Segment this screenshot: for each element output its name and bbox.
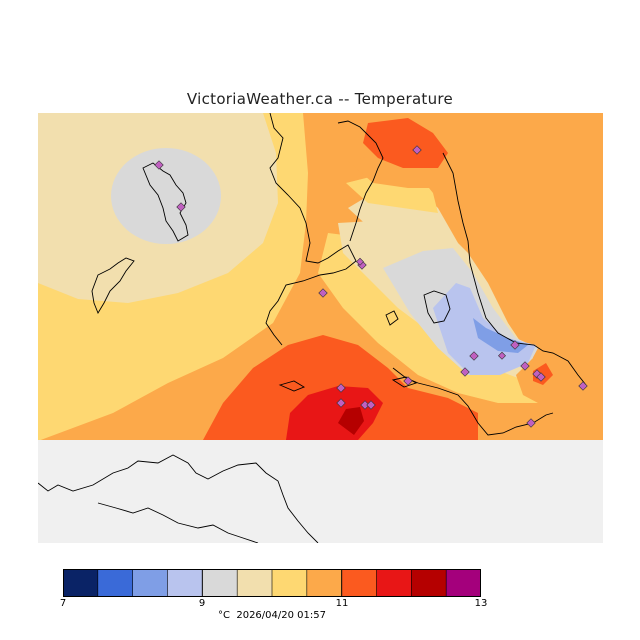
- legend-tick-9: 9: [198, 598, 206, 609]
- legend-tick-13: 13: [474, 598, 488, 609]
- legend-swatch: [167, 569, 203, 597]
- legend-swatches: [63, 569, 481, 597]
- station-marker: [360, 400, 370, 410]
- contour-gray-west: [111, 148, 221, 244]
- color-legend: [63, 569, 481, 597]
- legend-swatch: [97, 569, 134, 597]
- legend-swatch: [411, 569, 447, 597]
- contour-darkred-south: [338, 407, 364, 435]
- map-title: VictoriaWeather.ca -- Temperature: [186, 90, 454, 108]
- station-marker: [498, 351, 506, 360]
- temperature-contours: [38, 113, 603, 440]
- station-marker: [154, 160, 164, 170]
- station-marker: [469, 351, 479, 361]
- station-marker: [366, 400, 376, 410]
- legend-swatch: [341, 569, 377, 597]
- legend-tick-7: 7: [59, 598, 67, 609]
- legend-tick-11: 11: [335, 598, 349, 609]
- station-marker: [578, 381, 588, 391]
- station-marker: [460, 367, 470, 377]
- station-marker: [318, 288, 328, 298]
- contour-redorange-east: [533, 363, 553, 385]
- station-marker: [356, 257, 364, 266]
- legend-swatch: [376, 569, 412, 597]
- legend-swatch: [202, 569, 238, 597]
- legend-unit: °C: [218, 610, 230, 621]
- contour-redorange-north: [363, 118, 448, 168]
- legend-swatch: [272, 569, 308, 597]
- weather-stations: [154, 145, 588, 428]
- temperature-map: [38, 113, 603, 543]
- station-marker: [176, 202, 186, 212]
- legend-timestamp: 2026/04/20 01:57: [236, 610, 326, 621]
- station-marker: [520, 361, 530, 371]
- legend-swatch: [237, 569, 273, 597]
- station-marker: [403, 376, 413, 386]
- legend-swatch: [63, 569, 99, 597]
- legend-caption: °C 2026/04/20 01:57: [0, 610, 544, 621]
- legend-swatch: [306, 569, 343, 597]
- station-marker: [536, 372, 546, 382]
- station-marker: [336, 383, 346, 393]
- station-marker: [526, 418, 536, 428]
- legend-swatch: [446, 569, 481, 597]
- station-marker: [412, 145, 422, 155]
- station-marker: [510, 340, 520, 350]
- legend-swatch: [132, 569, 168, 597]
- station-marker: [336, 398, 346, 408]
